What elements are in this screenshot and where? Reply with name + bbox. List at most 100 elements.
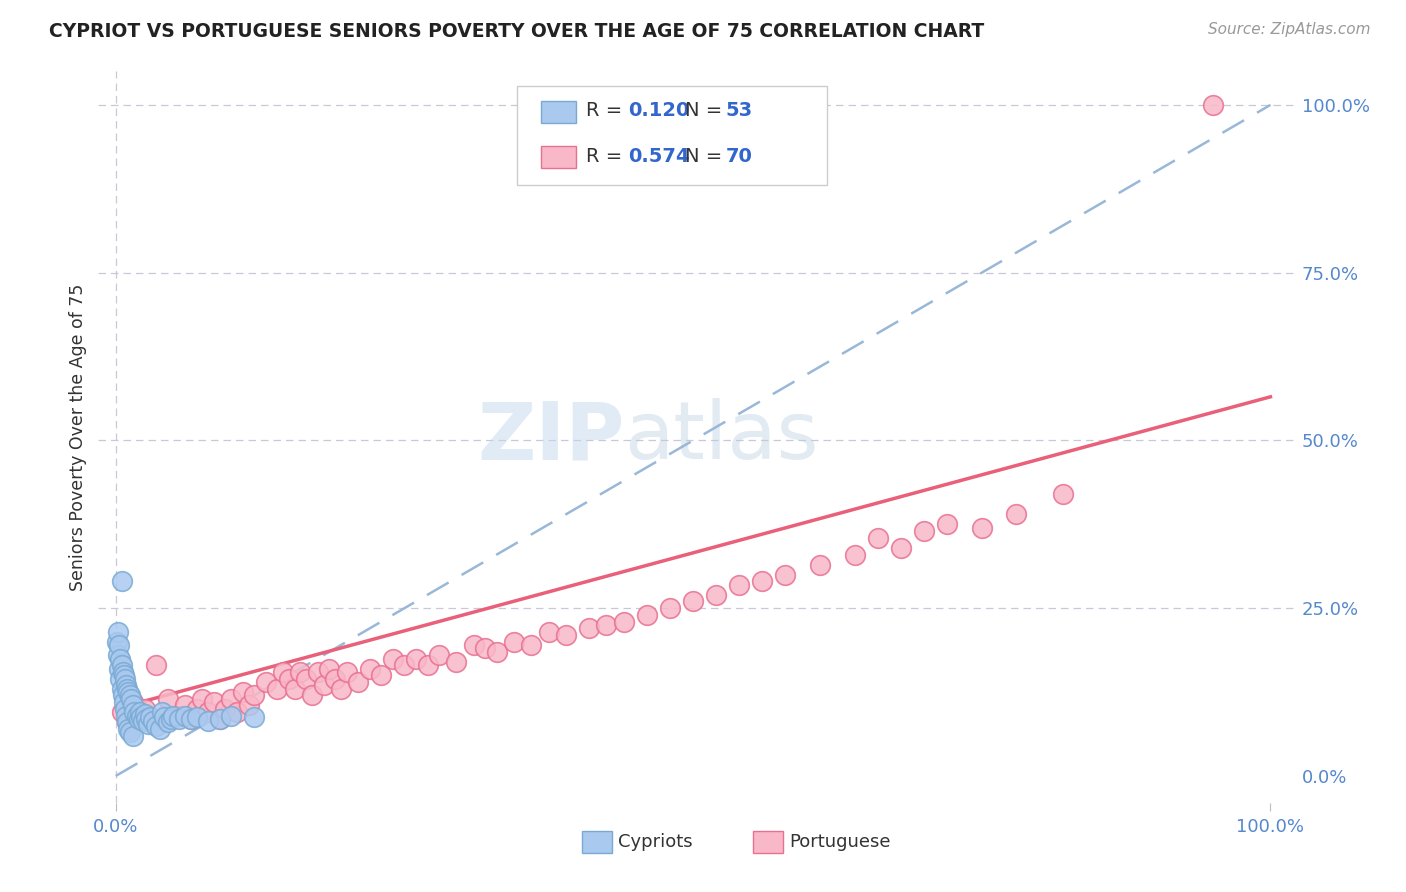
Point <box>202 695 225 709</box>
Point <box>463 638 485 652</box>
Point <box>145 718 167 732</box>
Point <box>844 548 866 562</box>
Point <box>125 708 148 723</box>
Point <box>295 672 318 686</box>
Text: R =: R = <box>586 146 628 166</box>
Point <box>191 691 214 706</box>
Text: 0.574: 0.574 <box>628 146 689 166</box>
Point <box>219 691 242 706</box>
Point <box>405 651 427 665</box>
Point <box>613 615 636 629</box>
Point <box>751 574 773 589</box>
Point <box>149 722 172 736</box>
Text: CYPRIOT VS PORTUGUESE SENIORS POVERTY OVER THE AGE OF 75 CORRELATION CHART: CYPRIOT VS PORTUGUESE SENIORS POVERTY OV… <box>49 22 984 41</box>
Point <box>595 618 617 632</box>
Text: 70: 70 <box>725 146 752 166</box>
Point <box>117 681 139 696</box>
Point <box>160 712 183 726</box>
Point <box>323 672 346 686</box>
Text: Cypriots: Cypriots <box>619 832 693 851</box>
Point <box>970 521 993 535</box>
Point <box>290 665 312 679</box>
FancyBboxPatch shape <box>541 146 576 168</box>
Point <box>107 624 129 639</box>
Point <box>110 681 132 696</box>
Point <box>134 707 156 722</box>
Point <box>107 648 129 662</box>
Point <box>110 705 132 719</box>
Point <box>110 672 132 686</box>
Point <box>174 698 197 713</box>
Point <box>1202 98 1225 112</box>
Point <box>167 708 190 723</box>
Point <box>520 638 543 652</box>
Point <box>117 715 139 730</box>
FancyBboxPatch shape <box>541 101 576 122</box>
Point <box>111 665 134 679</box>
Text: Source: ZipAtlas.com: Source: ZipAtlas.com <box>1208 22 1371 37</box>
Point <box>219 708 242 723</box>
Point <box>114 672 136 686</box>
Point <box>167 712 190 726</box>
Point <box>214 702 236 716</box>
Point <box>578 621 600 635</box>
Point <box>370 668 392 682</box>
Point <box>162 708 184 723</box>
Point <box>347 675 370 690</box>
Point <box>266 681 288 696</box>
Point <box>105 634 128 648</box>
Point <box>301 689 323 703</box>
Point <box>156 715 179 730</box>
Point <box>659 601 682 615</box>
Point <box>394 658 416 673</box>
Point <box>866 531 889 545</box>
Point <box>180 712 202 726</box>
Point <box>174 708 197 723</box>
Point <box>427 648 450 662</box>
Point <box>912 524 935 538</box>
Point <box>186 710 208 724</box>
Point <box>775 567 797 582</box>
Point <box>503 634 526 648</box>
Point <box>359 662 381 676</box>
FancyBboxPatch shape <box>517 86 827 185</box>
Point <box>110 574 132 589</box>
Point <box>682 594 704 608</box>
Point <box>134 702 156 716</box>
Point <box>243 710 266 724</box>
Point <box>636 607 658 622</box>
Point <box>555 628 578 642</box>
Point <box>129 710 152 724</box>
Point <box>1005 508 1028 522</box>
Text: R =: R = <box>586 102 628 120</box>
Point <box>318 662 340 676</box>
Point <box>329 681 352 696</box>
Point <box>808 558 831 572</box>
Point <box>115 708 138 723</box>
Text: ZIP: ZIP <box>477 398 624 476</box>
Point <box>197 705 219 719</box>
Point <box>117 685 139 699</box>
Point <box>110 651 132 665</box>
Point <box>936 517 959 532</box>
Point <box>108 638 131 652</box>
Point <box>110 658 132 673</box>
Point <box>145 658 167 673</box>
Point <box>122 729 145 743</box>
Text: Portuguese: Portuguese <box>789 832 890 851</box>
Point <box>336 665 359 679</box>
Point <box>254 675 277 690</box>
Point <box>114 702 136 716</box>
Point <box>474 641 496 656</box>
Point <box>728 578 751 592</box>
Point <box>136 716 159 731</box>
Point <box>139 710 162 724</box>
Point <box>307 665 329 679</box>
Point <box>122 698 145 713</box>
Point <box>537 624 560 639</box>
Point <box>416 658 439 673</box>
Point <box>129 705 152 719</box>
Point <box>180 712 202 726</box>
Y-axis label: Seniors Poverty Over the Age of 75: Seniors Poverty Over the Age of 75 <box>69 284 87 591</box>
Point <box>238 698 260 713</box>
